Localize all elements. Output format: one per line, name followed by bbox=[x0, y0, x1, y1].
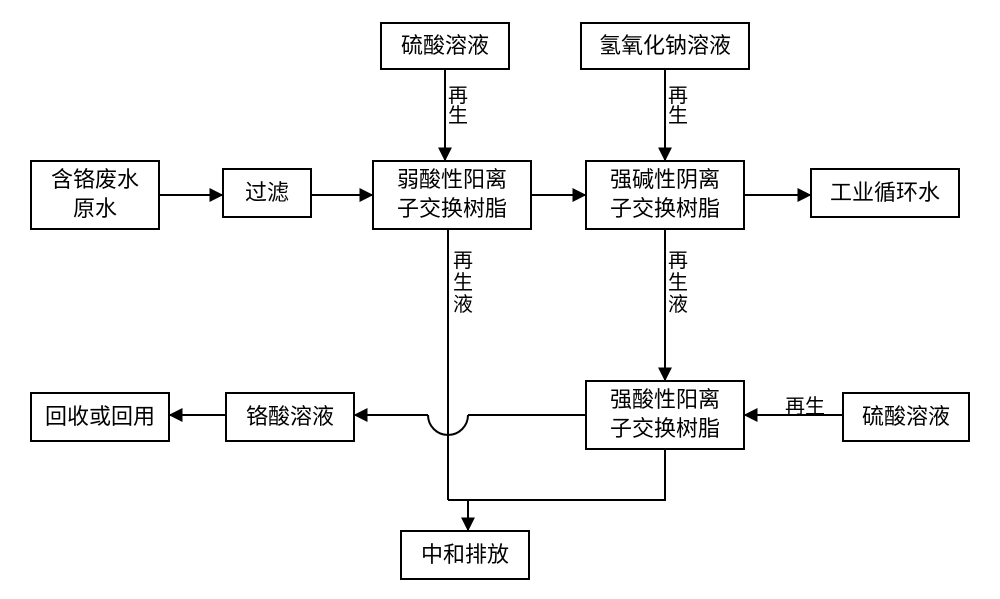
box-chromic: 铬酸溶液 bbox=[225, 392, 355, 442]
box-sulfuric-top: 硫酸溶液 bbox=[380, 22, 510, 70]
box-raw-water: 含铬废水 原水 bbox=[30, 160, 160, 230]
box-strong-cation: 强酸性阳离 子交换树脂 bbox=[585, 380, 745, 450]
box-sulfuric-right: 硫酸溶液 bbox=[842, 392, 970, 442]
label-regen3: 再 生 液 bbox=[453, 250, 473, 316]
label-regen2: 再 生 bbox=[668, 86, 688, 126]
box-circulating: 工业循环水 bbox=[810, 168, 960, 218]
box-neutralize: 中和排放 bbox=[400, 530, 530, 580]
label-regen1: 再 生 bbox=[448, 86, 468, 126]
box-filter: 过滤 bbox=[222, 168, 312, 218]
arrow-overlay bbox=[0, 0, 1000, 599]
box-naoh-top: 氢氧化钠溶液 bbox=[580, 22, 750, 70]
box-weak-cation: 弱酸性阳离 子交换树脂 bbox=[372, 160, 532, 230]
label-regen4: 再 生 液 bbox=[668, 250, 688, 316]
label-regen5: 再生 bbox=[785, 390, 825, 419]
box-strong-anion: 强碱性阴离 子交换树脂 bbox=[585, 160, 745, 230]
box-recycle: 回收或回用 bbox=[30, 392, 170, 442]
